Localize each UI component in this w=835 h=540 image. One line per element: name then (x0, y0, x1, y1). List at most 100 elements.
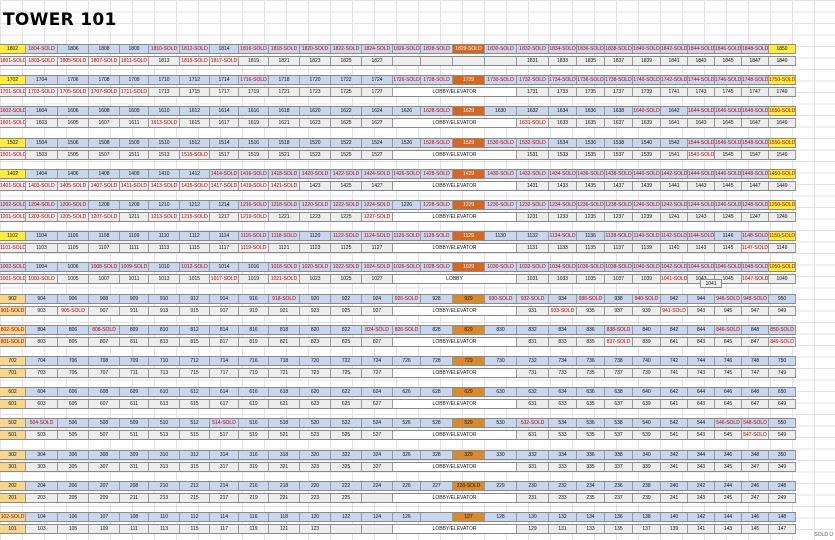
unit-cell[interactable]: 922 (331, 295, 362, 303)
unit-cell[interactable]: 848 (742, 326, 769, 334)
unit-cell[interactable]: 1423 (300, 182, 331, 190)
unit-cell[interactable]: 1703-SOLD (26, 88, 58, 96)
unit-cell[interactable]: 1503 (26, 151, 58, 159)
unit-cell[interactable]: 1206-SOLD (58, 201, 89, 209)
unit-cell-highlight[interactable]: 127 (453, 513, 485, 521)
lobby-elevator-cell[interactable]: LOBBY/ELEVATOR (393, 525, 517, 533)
unit-cell[interactable]: 241 (661, 494, 688, 502)
unit-cell[interactable]: 1522 (331, 139, 362, 147)
unit-cell[interactable]: 1525 (331, 151, 362, 159)
unit-cell[interactable]: 140 (661, 513, 688, 521)
unit-cell[interactable]: 728 (421, 357, 453, 365)
unit-cell[interactable]: 1216-SOLD (239, 201, 269, 209)
unit-cell[interactable]: 822 (331, 326, 362, 334)
unit-cell[interactable]: 1019 (239, 275, 269, 283)
unit-cell[interactable]: 1715 (180, 88, 210, 96)
unit-cell[interactable]: 1410 (149, 170, 180, 178)
unit-cell[interactable]: 1115 (180, 244, 210, 252)
unit-cell[interactable]: 726 (393, 357, 421, 365)
unit-cell[interactable]: 1447 (742, 182, 769, 190)
unit-cell[interactable]: 1826-SOLD (393, 45, 421, 53)
unit-cell[interactable]: 1016 (239, 263, 269, 271)
unit-cell[interactable]: 237 (605, 494, 633, 502)
unit-cell[interactable]: 1612 (180, 107, 210, 115)
unit-cell[interactable]: 1736-SOLD (577, 76, 605, 84)
unit-cell[interactable]: 227 (421, 482, 453, 490)
unit-cell[interactable]: 513 (149, 431, 180, 439)
unit-cell[interactable]: 621 (269, 400, 300, 408)
unit-cell[interactable]: 532-SOLD (517, 419, 549, 427)
unit-cell[interactable]: 340 (633, 451, 661, 459)
unit-cell[interactable]: 1232-SOLD (517, 201, 549, 209)
unit-cell[interactable]: 211 (120, 494, 149, 502)
unit-cell[interactable]: 1136 (577, 232, 605, 240)
unit-cell[interactable]: 138 (633, 513, 661, 521)
unit-cell[interactable]: 347 (742, 463, 769, 471)
unit-cell[interactable]: 1742-SOLD (661, 76, 688, 84)
unit-cell[interactable]: 509 (120, 419, 149, 427)
unit-cell[interactable]: 640 (633, 388, 661, 396)
unit-cell[interactable]: 116 (239, 513, 269, 521)
unit-cell[interactable]: 112 (180, 513, 210, 521)
unit-cell[interactable]: 346 (715, 451, 742, 459)
unit-cell[interactable]: 1235 (577, 213, 605, 221)
unit-cell[interactable]: 935 (577, 307, 605, 315)
unit-cell[interactable]: 1119-SOLD (239, 244, 269, 252)
unit-cell[interactable]: 306 (58, 451, 89, 459)
unit-cell[interactable]: 1122-SOLD (331, 232, 362, 240)
unit-cell[interactable]: 231 (517, 494, 549, 502)
unit-cell[interactable]: 301 (0, 463, 26, 471)
unit-cell[interactable]: 838-SOLD (605, 326, 633, 334)
unit-cell[interactable]: 1147-SOLD (742, 244, 769, 252)
unit-cell[interactable]: 1233 (549, 213, 577, 221)
unit-cell[interactable]: 512 (180, 419, 210, 427)
unit-cell[interactable]: 709 (120, 357, 149, 365)
unit-cell[interactable]: 1242-SOLD (661, 201, 688, 209)
unit-cell[interactable]: 1630 (485, 107, 517, 115)
unit-cell[interactable]: 1010 (149, 263, 180, 271)
unit-cell[interactable]: 1601-SOLD (0, 119, 26, 127)
unit-cell[interactable]: 1113 (149, 244, 180, 252)
unit-cell[interactable]: 1426-SOLD (393, 170, 421, 178)
unit-cell[interactable]: 147 (769, 525, 796, 533)
unit-cell[interactable]: 342 (661, 451, 688, 459)
unit-cell[interactable]: 1430-SOLD (485, 170, 517, 178)
unit-cell[interactable]: 1223 (300, 213, 331, 221)
unit-cell[interactable]: 525 (331, 431, 362, 439)
unit-cell[interactable]: 1237 (605, 213, 633, 221)
unit-cell[interactable]: 616 (239, 388, 269, 396)
unit-cell[interactable]: 1502 (0, 139, 26, 147)
unit-cell[interactable]: 1604 (26, 107, 58, 115)
unit-cell[interactable]: 1419-SOLD (239, 182, 269, 190)
unit-cell[interactable]: 1731 (517, 88, 549, 96)
unit-cell[interactable]: 1225 (331, 213, 362, 221)
unit-cell[interactable]: 1034-SOLD (549, 263, 577, 271)
lobby-elevator-cell[interactable]: LOBBY/ELEVATOR (393, 431, 517, 439)
unit-cell[interactable]: 313 (149, 463, 180, 471)
unit-cell[interactable]: 1821 (269, 57, 300, 65)
unit-cell[interactable]: 1207-SOLD (89, 213, 120, 221)
unit-cell[interactable]: 1720 (300, 76, 331, 84)
unit-cell[interactable]: 909 (120, 295, 149, 303)
unit-cell[interactable]: 106 (58, 513, 89, 521)
lobby-elevator-cell[interactable]: LOBBY/ELEVATOR (393, 400, 517, 408)
unit-cell[interactable]: 1733 (549, 88, 577, 96)
unit-cell[interactable]: 209 (89, 494, 120, 502)
unit-cell[interactable]: 903 (26, 307, 58, 315)
unit-cell[interactable]: 749 (769, 369, 796, 377)
unit-cell[interactable]: 1508 (89, 139, 120, 147)
unit-cell[interactable]: 511 (120, 431, 149, 439)
unit-cell[interactable]: 1138-SOLD (605, 232, 633, 240)
unit-cell[interactable]: 1443 (688, 182, 715, 190)
unit-cell[interactable]: 803 (26, 338, 58, 346)
unit-cell[interactable]: 930-SOLD (485, 295, 517, 303)
unit-cell[interactable]: 1610 (149, 107, 180, 115)
unit-cell[interactable]: 1741 (661, 88, 688, 96)
unit-cell[interactable]: 1221 (269, 213, 300, 221)
unit-cell[interactable]: 1850 (769, 45, 796, 53)
unit-cell[interactable]: 130 (517, 513, 549, 521)
unit-cell[interactable]: 1717 (210, 88, 239, 96)
unit-cell[interactable]: 1219-SOLD (239, 213, 269, 221)
unit-cell[interactable]: 1520 (300, 139, 331, 147)
unit-cell[interactable]: 925 (331, 307, 362, 315)
